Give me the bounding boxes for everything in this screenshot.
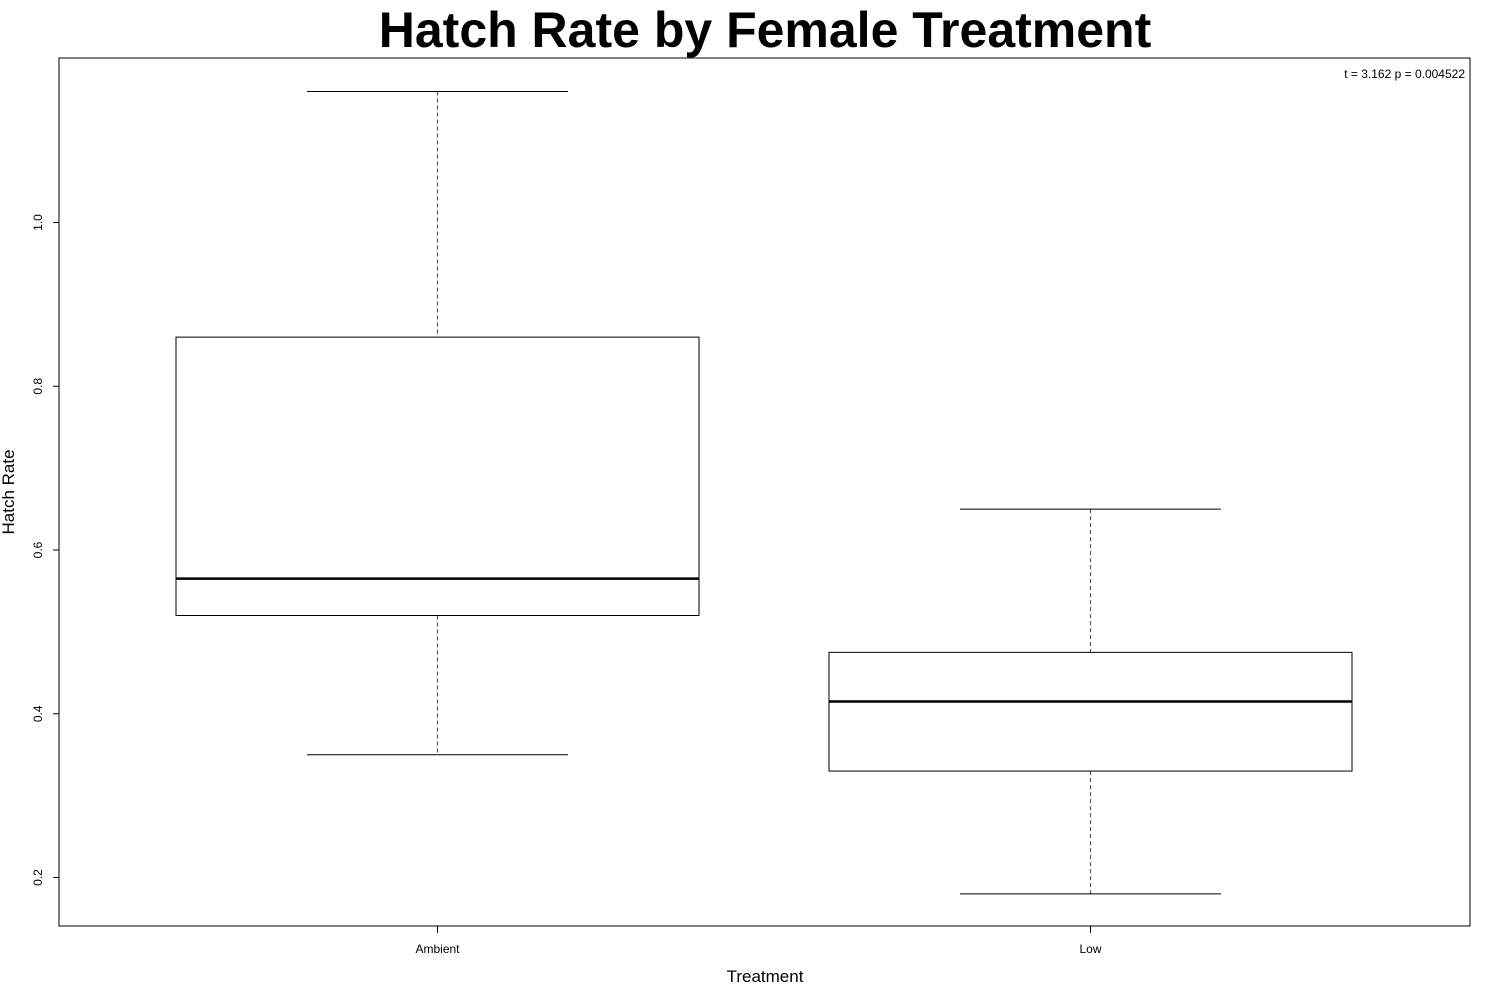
boxes-layer <box>175 91 1353 895</box>
box-group-low <box>828 508 1353 895</box>
y-tick-label: 0.6 <box>31 541 45 558</box>
x-axis: Ambient Low <box>415 926 1102 956</box>
t-test-annotation: t = 3.162 p = 0.004522 <box>1344 67 1465 81</box>
y-tick-label: 0.2 <box>31 869 45 886</box>
y-axis: 0.2 0.4 0.6 0.8 1.0 <box>31 214 59 886</box>
chart-title: Hatch Rate by Female Treatment <box>379 2 1152 58</box>
x-tick-label-low: Low <box>1079 942 1101 956</box>
y-tick-label: 0.8 <box>31 378 45 395</box>
y-tick-label: 1.0 <box>31 214 45 231</box>
x-axis-label: Treatment <box>727 967 804 986</box>
iqr-box <box>828 651 1353 772</box>
x-tick-label-ambient: Ambient <box>415 942 460 956</box>
box-group-ambient <box>175 91 700 756</box>
y-tick-label: 0.4 <box>31 705 45 722</box>
y-axis-label: Hatch Rate <box>0 449 18 534</box>
plot-frame <box>58 57 1471 927</box>
iqr-box <box>175 336 700 616</box>
